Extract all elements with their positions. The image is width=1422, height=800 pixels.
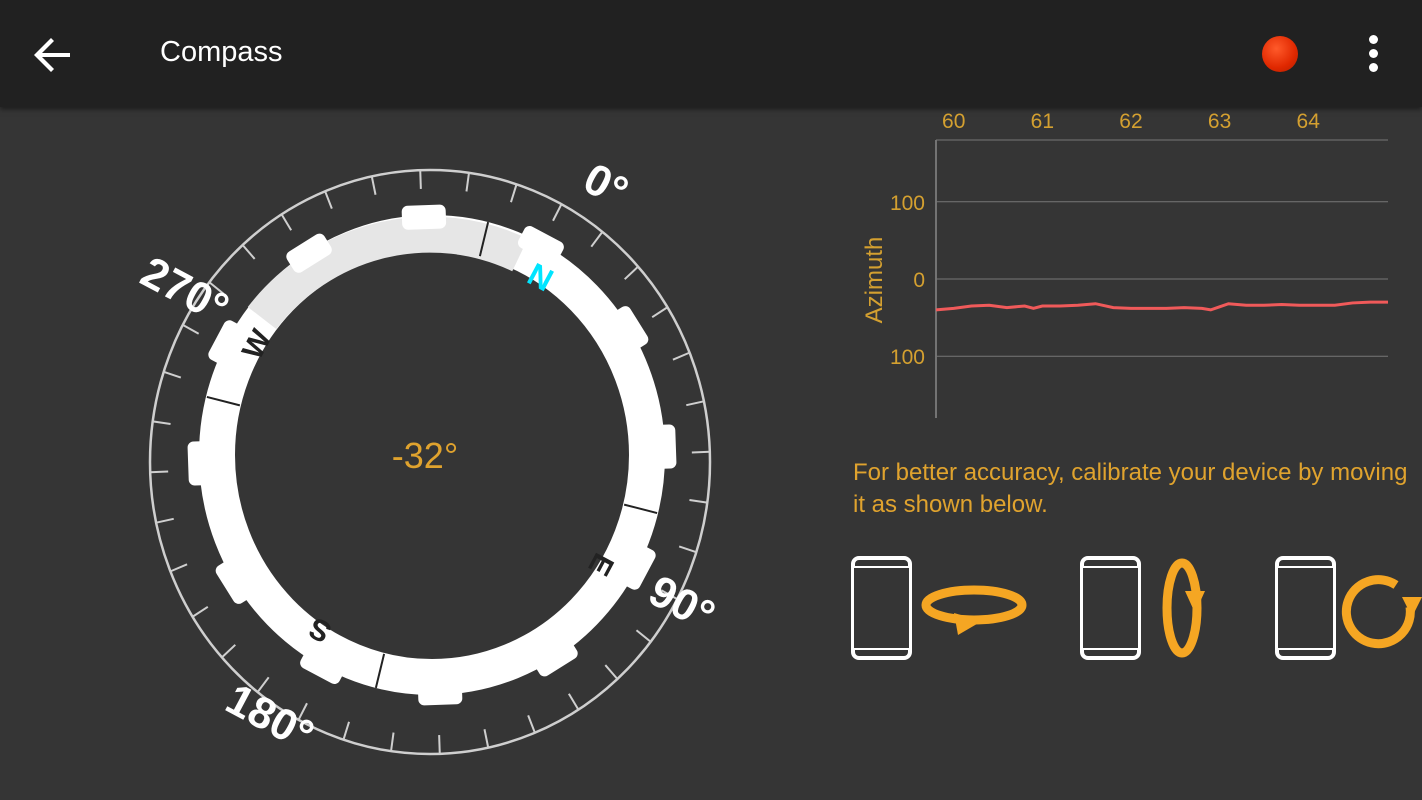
- dial-label-180: 180°: [218, 674, 321, 760]
- dial-tick: [624, 265, 639, 280]
- dial-tick: [635, 629, 652, 643]
- x-tick-label: 64: [1297, 110, 1321, 133]
- bezel-knob: [609, 306, 649, 352]
- y-tick-label: 0: [913, 269, 925, 292]
- bezel-knob: [401, 204, 447, 230]
- y-tick-label: 100: [890, 192, 925, 215]
- dial-tick: [438, 735, 441, 754]
- dial-ticks: [150, 170, 710, 754]
- dial-tick: [208, 281, 225, 295]
- dial-tick: [342, 721, 350, 741]
- page-title: Compass: [160, 36, 283, 68]
- bezel-knob: [651, 424, 677, 469]
- x-tick-label: 62: [1119, 110, 1142, 133]
- bezel-tick: [623, 503, 658, 515]
- dial-tick: [672, 351, 690, 361]
- dial-tick: [163, 370, 182, 379]
- bezel-knob: [300, 646, 347, 684]
- back-button[interactable]: [30, 32, 76, 78]
- bezel-knob: [532, 637, 578, 677]
- dial-tick: [150, 470, 169, 474]
- dial-tick: [651, 306, 668, 319]
- bezel-knob: [517, 226, 564, 264]
- dial-label-0: 0°: [576, 154, 636, 217]
- dial-tick: [465, 172, 470, 192]
- dial-tick: [256, 676, 270, 693]
- bezel-tick: [206, 395, 241, 407]
- dial-tick: [590, 231, 604, 248]
- calibration-step-3: [1275, 556, 1422, 660]
- dial-tick: [155, 517, 174, 524]
- dial-tick: [552, 203, 563, 222]
- dial-tick: [182, 324, 200, 335]
- rotate-horizontal-icon: [921, 585, 1027, 635]
- dial-tick: [297, 702, 308, 721]
- x-tick-label: 63: [1208, 110, 1231, 133]
- dial-tick: [170, 563, 188, 573]
- bezel-knob: [618, 543, 656, 590]
- dial-tick: [370, 176, 377, 195]
- dial-tick: [604, 664, 619, 680]
- dial-tick: [419, 170, 422, 189]
- azimuth-chart: 60 61 62 63 64 100 0 100 Azimuth: [861, 110, 1388, 418]
- bezel-tick: [374, 653, 386, 689]
- dial-tick: [689, 499, 708, 504]
- azimuth-series-line: [935, 300, 1388, 312]
- y-axis-label: Azimuth: [861, 237, 888, 324]
- heading-readout: -32°: [392, 435, 458, 476]
- more-vert-icon: [1368, 35, 1378, 44]
- dial-tick: [324, 190, 333, 210]
- x-tick-label: 61: [1031, 110, 1054, 133]
- arrow-left-icon: [34, 38, 70, 72]
- bezel-knob: [187, 441, 213, 486]
- dial-tick: [691, 450, 710, 454]
- bezel-tick: [478, 221, 490, 257]
- dial-tick: [192, 605, 209, 618]
- dial-tick: [567, 693, 580, 711]
- rotate-clockwise-icon: [1341, 575, 1422, 649]
- app-bar: Compass: [0, 0, 1422, 107]
- dial-tick: [510, 183, 518, 203]
- more-options-button[interactable]: [1360, 32, 1386, 76]
- dial-tick: [686, 400, 705, 407]
- outer-ring: [148, 168, 712, 756]
- dial-label-90: 90°: [641, 566, 723, 641]
- dial-tick: [660, 589, 678, 600]
- record-button[interactable]: [1262, 36, 1298, 72]
- dial-tick: [483, 729, 490, 748]
- calibration-step-2: [1080, 556, 1205, 660]
- dial-tick: [280, 213, 293, 231]
- dial-tick: [390, 732, 395, 752]
- compass-dial: N E S W 0° 90° 180° 270° -32°: [133, 154, 723, 761]
- dial-tick: [527, 714, 536, 734]
- dial-tick: [241, 244, 256, 260]
- rotate-vertical-icon: [1162, 558, 1205, 658]
- dial-tick: [678, 545, 697, 554]
- bezel-knob: [208, 320, 246, 367]
- bezel-knob: [417, 680, 463, 706]
- x-tick-label: 60: [942, 110, 965, 133]
- y-tick-label: 100: [890, 346, 925, 369]
- bezel-knob: [286, 233, 332, 273]
- dial-tick: [221, 644, 236, 659]
- calibration-hint: For better accuracy, calibrate your devi…: [853, 459, 1408, 518]
- bezel-ring: [187, 204, 677, 706]
- bezel-knob: [215, 558, 255, 604]
- dial-tick: [152, 420, 171, 425]
- calibration-step-1: [851, 556, 1027, 660]
